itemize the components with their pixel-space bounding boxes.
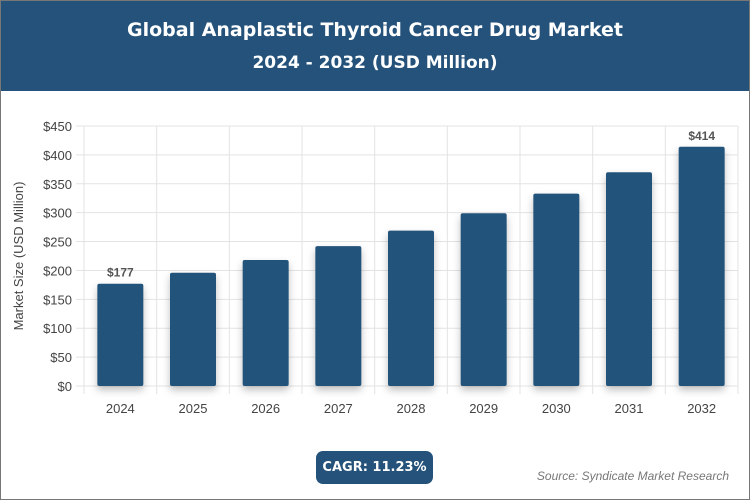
y-tick-label: $150 — [43, 292, 72, 307]
x-tick-label: 2028 — [397, 401, 426, 416]
x-tick-label: 2026 — [251, 401, 280, 416]
bar — [533, 193, 580, 386]
bar — [170, 272, 216, 386]
bar — [97, 283, 144, 386]
source-note: Source: Syndicate Market Research — [536, 469, 729, 483]
data-label: $414 — [688, 129, 715, 143]
y-tick-label: $400 — [43, 148, 72, 163]
chart-subtitle: 2024 - 2032 (USD Million) — [252, 53, 498, 73]
chart-header: Global Anaplastic Thyroid Cancer Drug Ma… — [1, 1, 749, 91]
bar-chart: $0 $50 $100 $150 $200 $250 $300 $350 $400 $450 202… — [11, 119, 739, 416]
x-tick-label: 2030 — [542, 401, 571, 416]
y-tick-label: $450 — [43, 119, 72, 134]
x-tick-label: 2031 — [615, 401, 644, 416]
bar — [315, 246, 362, 386]
x-tick-label: 2027 — [324, 401, 353, 416]
cagr-badge: CAGR: 11.23% — [316, 451, 433, 484]
bar — [460, 213, 507, 386]
y-tick-label: $100 — [43, 321, 72, 336]
y-tick-label: $350 — [43, 177, 72, 192]
chart-title: Global Anaplastic Thyroid Cancer Drug Ma… — [126, 19, 623, 41]
data-label: $177 — [107, 266, 134, 280]
y-tick-label: $200 — [43, 263, 72, 278]
x-tick-label: 2029 — [469, 401, 498, 416]
x-tick-label: 2032 — [687, 401, 716, 416]
bar — [242, 260, 289, 386]
bar — [606, 172, 652, 386]
y-tick-label: $0 — [58, 379, 72, 394]
bar — [388, 230, 434, 386]
y-tick-label: $50 — [50, 350, 72, 365]
y-tick-label: $300 — [43, 206, 72, 221]
bar — [678, 146, 725, 386]
x-tick-label: 2025 — [179, 401, 208, 416]
y-tick-label: $250 — [43, 235, 72, 250]
x-tick-label: 2024 — [106, 401, 135, 416]
y-axis-label: Market Size (USD Million) — [11, 182, 26, 331]
